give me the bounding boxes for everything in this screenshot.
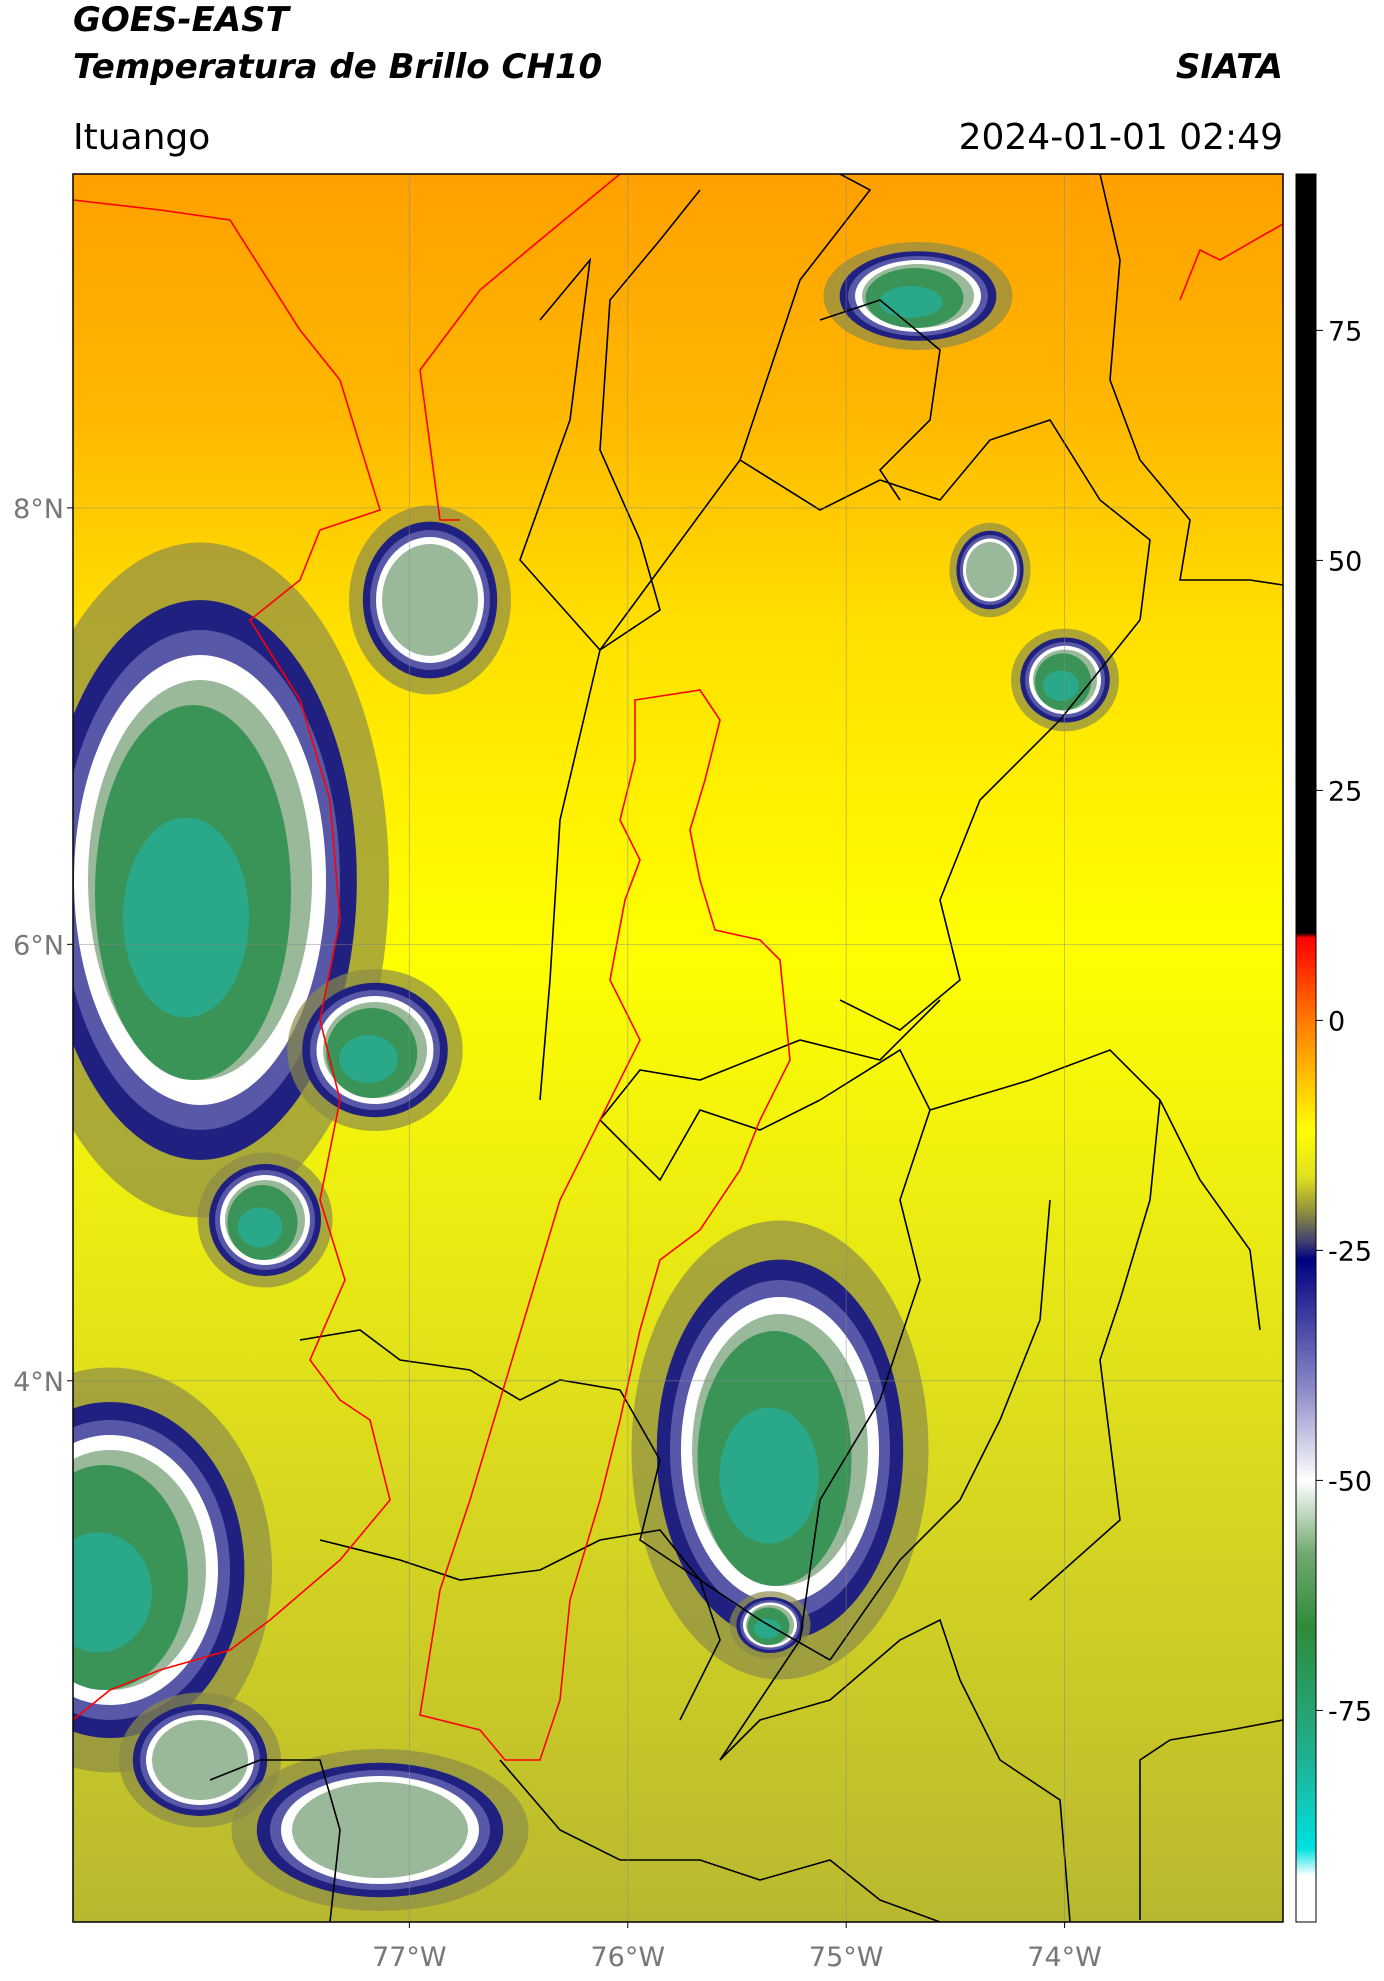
border xyxy=(598,999,941,1182)
cloud-core xyxy=(879,286,943,318)
border xyxy=(599,174,872,651)
border xyxy=(319,1529,831,1661)
y-tick-label: 8°N xyxy=(13,494,64,525)
coast xyxy=(419,174,621,521)
coast xyxy=(1179,223,1283,301)
cloud-core xyxy=(73,1532,152,1653)
border xyxy=(839,619,1141,1031)
border xyxy=(619,1389,721,1721)
admin-borders xyxy=(209,174,1283,1922)
cloud-core xyxy=(339,1035,398,1083)
coastline xyxy=(73,174,1283,1761)
cloud-core xyxy=(719,1407,819,1544)
border xyxy=(1029,1099,1161,1601)
border xyxy=(1099,174,1283,586)
border xyxy=(1169,1719,1283,1741)
x-tick-label: 75°W xyxy=(809,1942,884,1973)
axis-labels: 77°W 76°W 75°W 74°W 8°N 6°N 4°N xyxy=(13,494,1102,1973)
x-tick-label: 76°W xyxy=(590,1942,665,1973)
cloud-core xyxy=(753,1618,781,1639)
colorbar-fill xyxy=(1295,173,1317,1923)
cloud-layer xyxy=(966,542,1014,598)
map-frame xyxy=(72,173,1284,1923)
coast xyxy=(73,199,391,1721)
border xyxy=(209,1759,341,1922)
map-image xyxy=(73,174,1283,1922)
colorbar-tick-label: 50 xyxy=(1328,546,1362,577)
border xyxy=(519,189,701,652)
colorbar: 75 50 25 0 -25 -50 -75 xyxy=(1295,173,1372,1923)
basin-outline xyxy=(419,689,791,1761)
x-tick-label: 77°W xyxy=(372,1942,447,1973)
border xyxy=(739,419,1151,621)
border xyxy=(829,1199,1051,1661)
brand: SIATA xyxy=(1176,47,1283,87)
colorbar-tick-label: -75 xyxy=(1328,1696,1372,1727)
cloud-core xyxy=(123,817,249,1018)
timestamp: 2024-01-01 02:49 xyxy=(959,117,1283,158)
title: GOES-EAST xyxy=(73,0,292,40)
grid xyxy=(73,174,1283,1922)
cloud-core xyxy=(1043,670,1079,701)
border xyxy=(819,299,941,501)
cloud-layer xyxy=(382,544,478,656)
subtitle: Temperatura de Brillo CH10 xyxy=(73,47,602,87)
location: Ituango xyxy=(73,117,210,158)
border xyxy=(719,1048,931,1761)
y-tick-label: 6°N xyxy=(13,930,64,961)
border xyxy=(299,1329,621,1401)
border xyxy=(719,1618,1071,1922)
x-tick-label: 74°W xyxy=(1027,1942,1102,1973)
cloud-core xyxy=(237,1207,283,1248)
clouds xyxy=(73,242,1119,1911)
border xyxy=(1139,1739,1171,1920)
colorbar-tick-label: 75 xyxy=(1328,316,1362,347)
border xyxy=(539,649,601,1101)
border xyxy=(499,1759,941,1922)
colorbar-tick-label: -50 xyxy=(1328,1466,1372,1497)
colorbar-tick-label: -25 xyxy=(1328,1236,1372,1267)
y-tick-label: 4°N xyxy=(13,1367,64,1398)
cloud-layer xyxy=(292,1782,468,1878)
colorbar-tick-label: 25 xyxy=(1328,776,1362,807)
colorbar-tick-label: 0 xyxy=(1328,1006,1345,1037)
cloud-layer xyxy=(152,1720,248,1800)
